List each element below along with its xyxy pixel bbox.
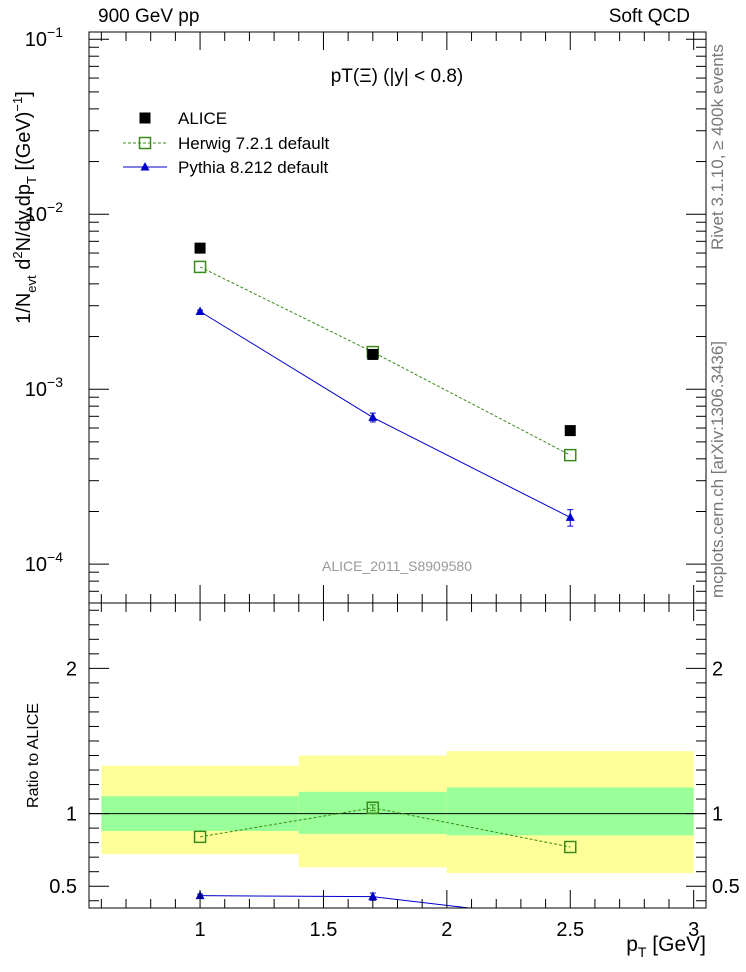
pythia-marker	[565, 512, 575, 521]
herwig-marker	[564, 448, 577, 462]
x-tick-label: 1.5	[310, 919, 338, 941]
y-axis-label-part: [(GeV)	[13, 112, 35, 176]
y-axis-label-part: 2	[10, 251, 25, 258]
uncertainty-band-inner	[446, 787, 694, 836]
x-tick-label: 2.5	[556, 919, 584, 941]
alice-data-point	[194, 242, 206, 254]
herwig-marker	[193, 260, 207, 274]
y-axis-label-part: evt	[24, 275, 39, 293]
x-axis-label: pT [GeV]	[626, 933, 706, 960]
pythia-marker	[140, 162, 150, 171]
ratio-y-tick-label: 1	[66, 804, 77, 826]
pythia-marker	[368, 891, 378, 901]
legend-label: Herwig 7.2.1 default	[178, 134, 329, 153]
y-axis-label-part: d	[13, 259, 35, 276]
ratio-y-tick-label: 0.5	[49, 876, 77, 898]
energy-label: 900 GeV pp	[98, 6, 200, 27]
alice-data-point	[367, 348, 379, 360]
x-tick-label: 3	[688, 919, 699, 941]
analysis-watermark: ALICE_2011_S8909580	[322, 558, 472, 574]
y-tick-label: 10−4	[25, 549, 63, 576]
ratio-y-tick-label: 2	[712, 658, 723, 680]
herwig-marker	[138, 136, 152, 150]
y-tick-label: 10−3	[25, 374, 63, 401]
ratio-y-tick-label: 0.5	[712, 876, 740, 898]
x-axis-label-unit: [GeV]	[646, 933, 706, 956]
y-tick-label: 10−1	[25, 24, 63, 51]
y-axis-label-part: T	[24, 176, 39, 184]
pythia-ratio-line	[200, 895, 470, 908]
ratio-y-tick-label: 2	[66, 658, 77, 680]
y-tick-exponent: −4	[47, 549, 63, 565]
pythia-marker	[368, 412, 378, 421]
x-axis-label-p: p	[626, 933, 638, 956]
herwig-marker	[564, 840, 577, 854]
process-label: Soft QCD	[608, 6, 690, 27]
alice-data-point	[139, 112, 151, 124]
y-axis-label-part: ]	[13, 91, 35, 97]
plot-title: pT(Ξ) (|y| < 0.8)	[331, 66, 464, 87]
y-axis-label-part: −1	[10, 97, 25, 112]
y-tick-exponent: −2	[47, 199, 63, 215]
legend-label: ALICE	[178, 109, 227, 128]
y-tick-exponent: −1	[47, 24, 63, 40]
ratio-y-axis-label: Ratio to ALICE	[25, 703, 42, 808]
herwig-marker	[366, 801, 380, 815]
pythia-marker	[195, 306, 205, 316]
y-axis-label-part: 1/N	[13, 293, 35, 324]
x-tick-label: 1	[194, 919, 205, 941]
herwig-line	[199, 266, 571, 456]
alice-data-point	[564, 425, 576, 437]
x-tick-label: 2	[441, 919, 452, 941]
ratio-plot-area	[89, 751, 706, 908]
ratio-y-tick-label: 1	[712, 804, 723, 826]
x-axis-label-sub: T	[638, 944, 647, 960]
y-tick-exponent: −3	[47, 374, 63, 390]
herwig-marker	[193, 830, 207, 844]
y-axis-label-part: N/dy,dp	[13, 184, 35, 251]
pythia-line	[199, 311, 571, 518]
legend-label: Pythia 8.212 default	[178, 158, 329, 177]
y-axis-label: 1/Nevt d2N/dy,dpT [(GeV)−1]	[10, 91, 39, 324]
